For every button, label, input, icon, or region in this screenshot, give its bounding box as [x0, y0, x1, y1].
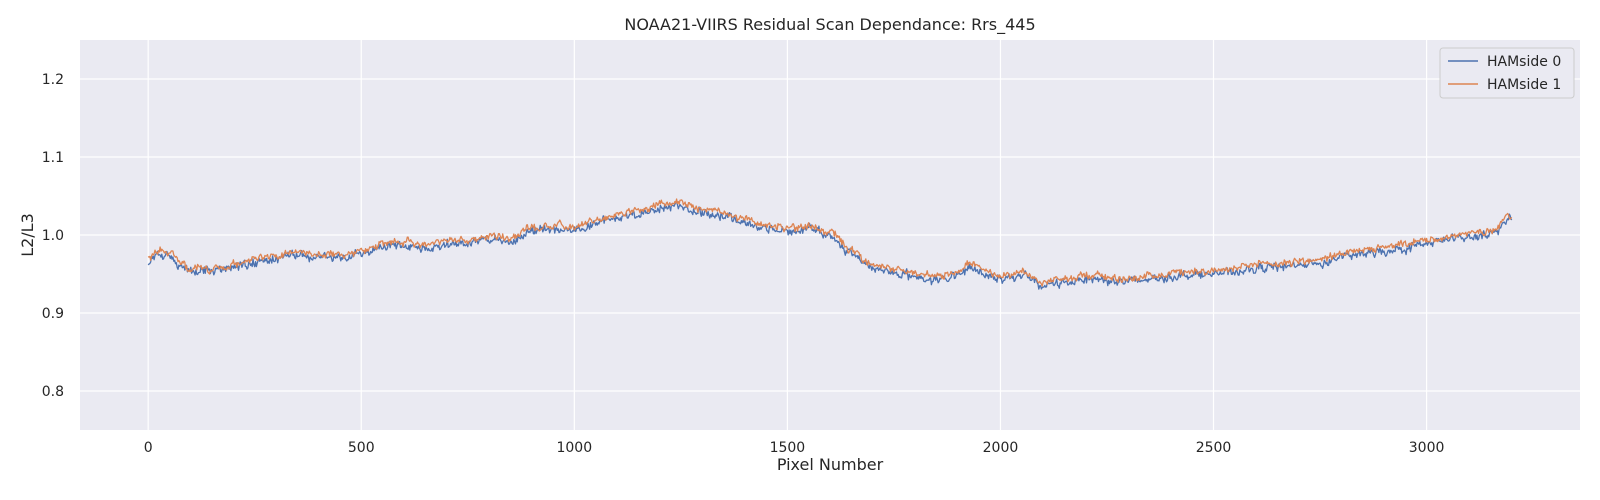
y-tick-label: 1.1: [42, 150, 64, 166]
x-tick-label: 1500: [770, 440, 806, 456]
x-tick-label: 1000: [556, 440, 592, 456]
x-axis: 0 500 1000 1500 2000 2500 3000: [144, 440, 1445, 456]
x-tick-label: 2000: [983, 440, 1019, 456]
y-tick-label: 0.9: [42, 306, 64, 322]
y-axis-label: L2/L3: [18, 213, 37, 257]
y-tick-label: 0.8: [42, 384, 64, 400]
x-tick-label: 0: [144, 440, 153, 456]
y-tick-label: 1.0: [42, 228, 64, 244]
chart-title: NOAA21-VIIRS Residual Scan Dependance: R…: [624, 15, 1035, 35]
grid: [80, 40, 1580, 430]
legend-label-hamside-1: HAMside 1: [1487, 77, 1561, 93]
legend: HAMside 0 HAMside 1: [1439, 47, 1575, 99]
series-layer: [147, 198, 1513, 290]
y-axis: 0.8 0.9 1.0 1.1 1.2: [42, 72, 64, 400]
y-tick-label: 1.2: [42, 72, 64, 88]
legend-label-hamside-0: HAMside 0: [1487, 54, 1561, 70]
x-axis-label: Pixel Number: [777, 455, 884, 474]
x-tick-label: 3000: [1409, 440, 1445, 456]
x-tick-label: 500: [348, 440, 375, 456]
series-line-hamside-1: [147, 198, 1513, 287]
x-tick-label: 2500: [1196, 440, 1232, 456]
